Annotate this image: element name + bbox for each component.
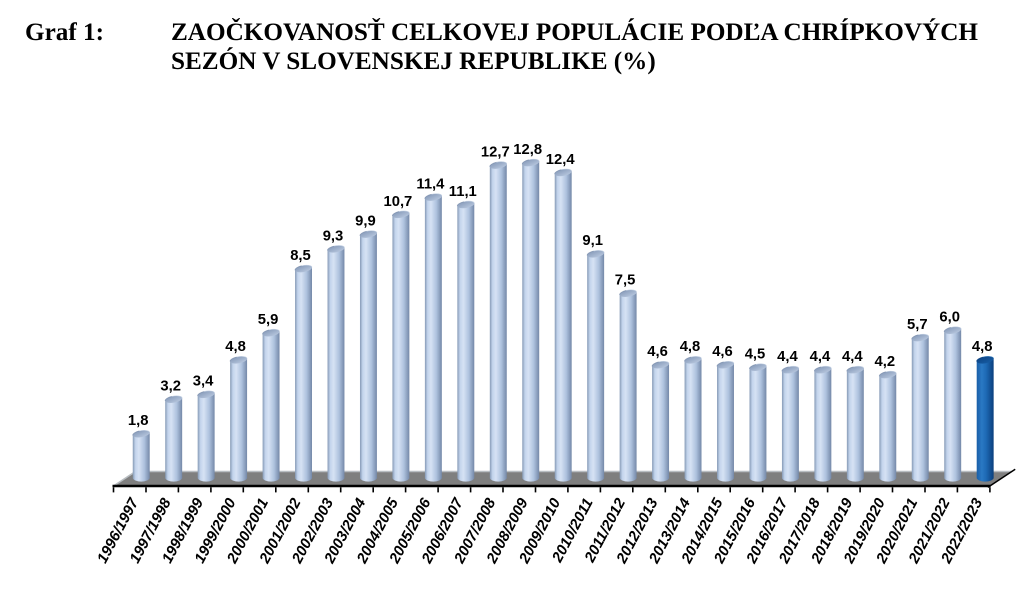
svg-text:4,8: 4,8 (972, 339, 993, 355)
svg-text:12,4: 12,4 (546, 152, 576, 168)
svg-text:6,0: 6,0 (939, 310, 960, 326)
svg-text:4,6: 4,6 (712, 344, 733, 360)
svg-text:4,6: 4,6 (647, 344, 668, 360)
svg-text:9,1: 9,1 (582, 233, 603, 249)
svg-text:4,5: 4,5 (745, 347, 766, 363)
svg-text:5,9: 5,9 (258, 312, 279, 328)
svg-text:4,2: 4,2 (875, 354, 896, 370)
svg-text:11,4: 11,4 (416, 177, 445, 193)
svg-text:Graf 1:: Graf 1: (25, 19, 104, 46)
svg-text:ZAOČKOVANOSŤ CELKOVEJ POPULÁCI: ZAOČKOVANOSŤ CELKOVEJ POPULÁCIE PODĽA CH… (171, 17, 978, 46)
svg-text:SEZÓN V SLOVENSKEJ REPUBLIKE (: SEZÓN V SLOVENSKEJ REPUBLIKE (%) (171, 47, 656, 75)
svg-text:12,8: 12,8 (513, 142, 542, 158)
svg-text:4,8: 4,8 (680, 339, 701, 355)
svg-text:4,8: 4,8 (225, 339, 246, 355)
svg-text:7,5: 7,5 (615, 273, 636, 289)
svg-text:3,4: 3,4 (193, 374, 214, 390)
svg-text:9,3: 9,3 (323, 228, 344, 244)
svg-text:10,7: 10,7 (383, 194, 412, 210)
svg-text:8,5: 8,5 (290, 248, 311, 264)
svg-text:1,8: 1,8 (128, 413, 149, 429)
svg-text:3,2: 3,2 (160, 379, 181, 395)
svg-text:4,4: 4,4 (842, 349, 863, 365)
svg-text:12,7: 12,7 (481, 145, 510, 161)
svg-text:9,9: 9,9 (355, 214, 376, 230)
svg-text:4,4: 4,4 (810, 349, 831, 365)
svg-text:5,7: 5,7 (907, 317, 928, 333)
svg-text:11,1: 11,1 (449, 184, 477, 200)
svg-text:4,4: 4,4 (777, 349, 798, 365)
